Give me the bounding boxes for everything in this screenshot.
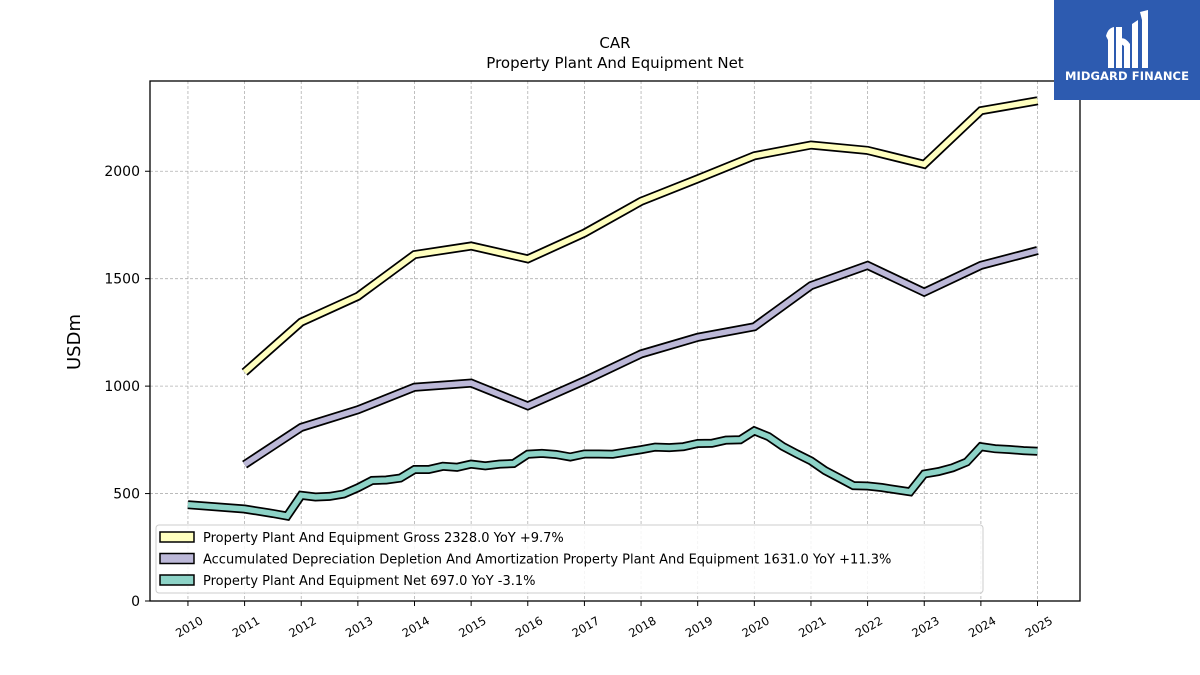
legend: Property Plant And Equipment Gross 2328.… xyxy=(155,524,984,594)
midgard-logo-icon xyxy=(1106,10,1148,68)
x-axis-ticks: 2010 2011 2012 2013 2014 2015 2016 2017 2018 2019… xyxy=(173,601,1055,640)
x-tick-label: 2010 xyxy=(173,613,205,640)
x-tick-label: 2018 xyxy=(626,613,658,640)
legend-item: Property Plant And Equipment Gross 2328.… xyxy=(159,531,564,546)
x-tick-label: 2012 xyxy=(286,613,318,640)
series-1 xyxy=(241,96,1039,376)
brand-logo: MIDGARD FINANCE xyxy=(1054,0,1200,100)
legend-swatch xyxy=(159,574,195,586)
x-tick-label: 2017 xyxy=(570,613,602,640)
series-outline xyxy=(187,425,1038,522)
legend-label: Accumulated Depreciation Depletion And A… xyxy=(203,553,891,568)
legend-item: Accumulated Depreciation Depletion And A… xyxy=(159,552,891,568)
chart-subtitle: Property Plant And Equipment Net xyxy=(486,54,743,72)
x-tick-label: 2019 xyxy=(683,613,715,640)
legend-swatch xyxy=(159,531,195,543)
series-3 xyxy=(187,425,1038,522)
brand-logo-text: MIDGARD FINANCE xyxy=(1064,69,1190,83)
y-tick-label: 2000 xyxy=(104,164,140,180)
x-tick-label: 2024 xyxy=(966,613,998,640)
series-2 xyxy=(242,246,1039,469)
y-tick-label: 1000 xyxy=(104,379,140,395)
y-tick-label: 1500 xyxy=(104,272,140,288)
x-tick-label: 2023 xyxy=(909,613,941,640)
x-tick-label: 2016 xyxy=(513,613,545,640)
x-tick-label: 2015 xyxy=(456,613,488,640)
y-tick-label: 0 xyxy=(131,594,140,610)
y-axis-ticks: 0 500 1000 1500 2000 xyxy=(104,164,150,610)
y-axis-label: USDm xyxy=(64,314,85,370)
x-tick-label: 2013 xyxy=(343,613,375,640)
x-tick-label: 2020 xyxy=(739,613,771,640)
x-tick-label: 2014 xyxy=(400,613,432,640)
x-tick-label: 2025 xyxy=(1023,613,1055,640)
x-tick-label: 2022 xyxy=(853,613,885,640)
series-line xyxy=(187,427,1038,520)
chart-title: CAR xyxy=(599,34,630,52)
series-layer xyxy=(187,96,1039,522)
plot-frame xyxy=(149,80,1081,602)
legend-label: Property Plant And Equipment Net 697.0 Y… xyxy=(203,574,536,589)
legend-label: Property Plant And Equipment Gross 2328.… xyxy=(203,531,564,546)
grid-lines xyxy=(150,81,1080,602)
x-tick-label: 2021 xyxy=(796,613,828,640)
x-tick-label: 2011 xyxy=(230,613,262,640)
y-tick-label: 500 xyxy=(113,487,140,503)
legend-swatch xyxy=(159,552,195,565)
legend-frame xyxy=(155,524,984,594)
legend-item: Property Plant And Equipment Net 697.0 Y… xyxy=(159,574,536,589)
